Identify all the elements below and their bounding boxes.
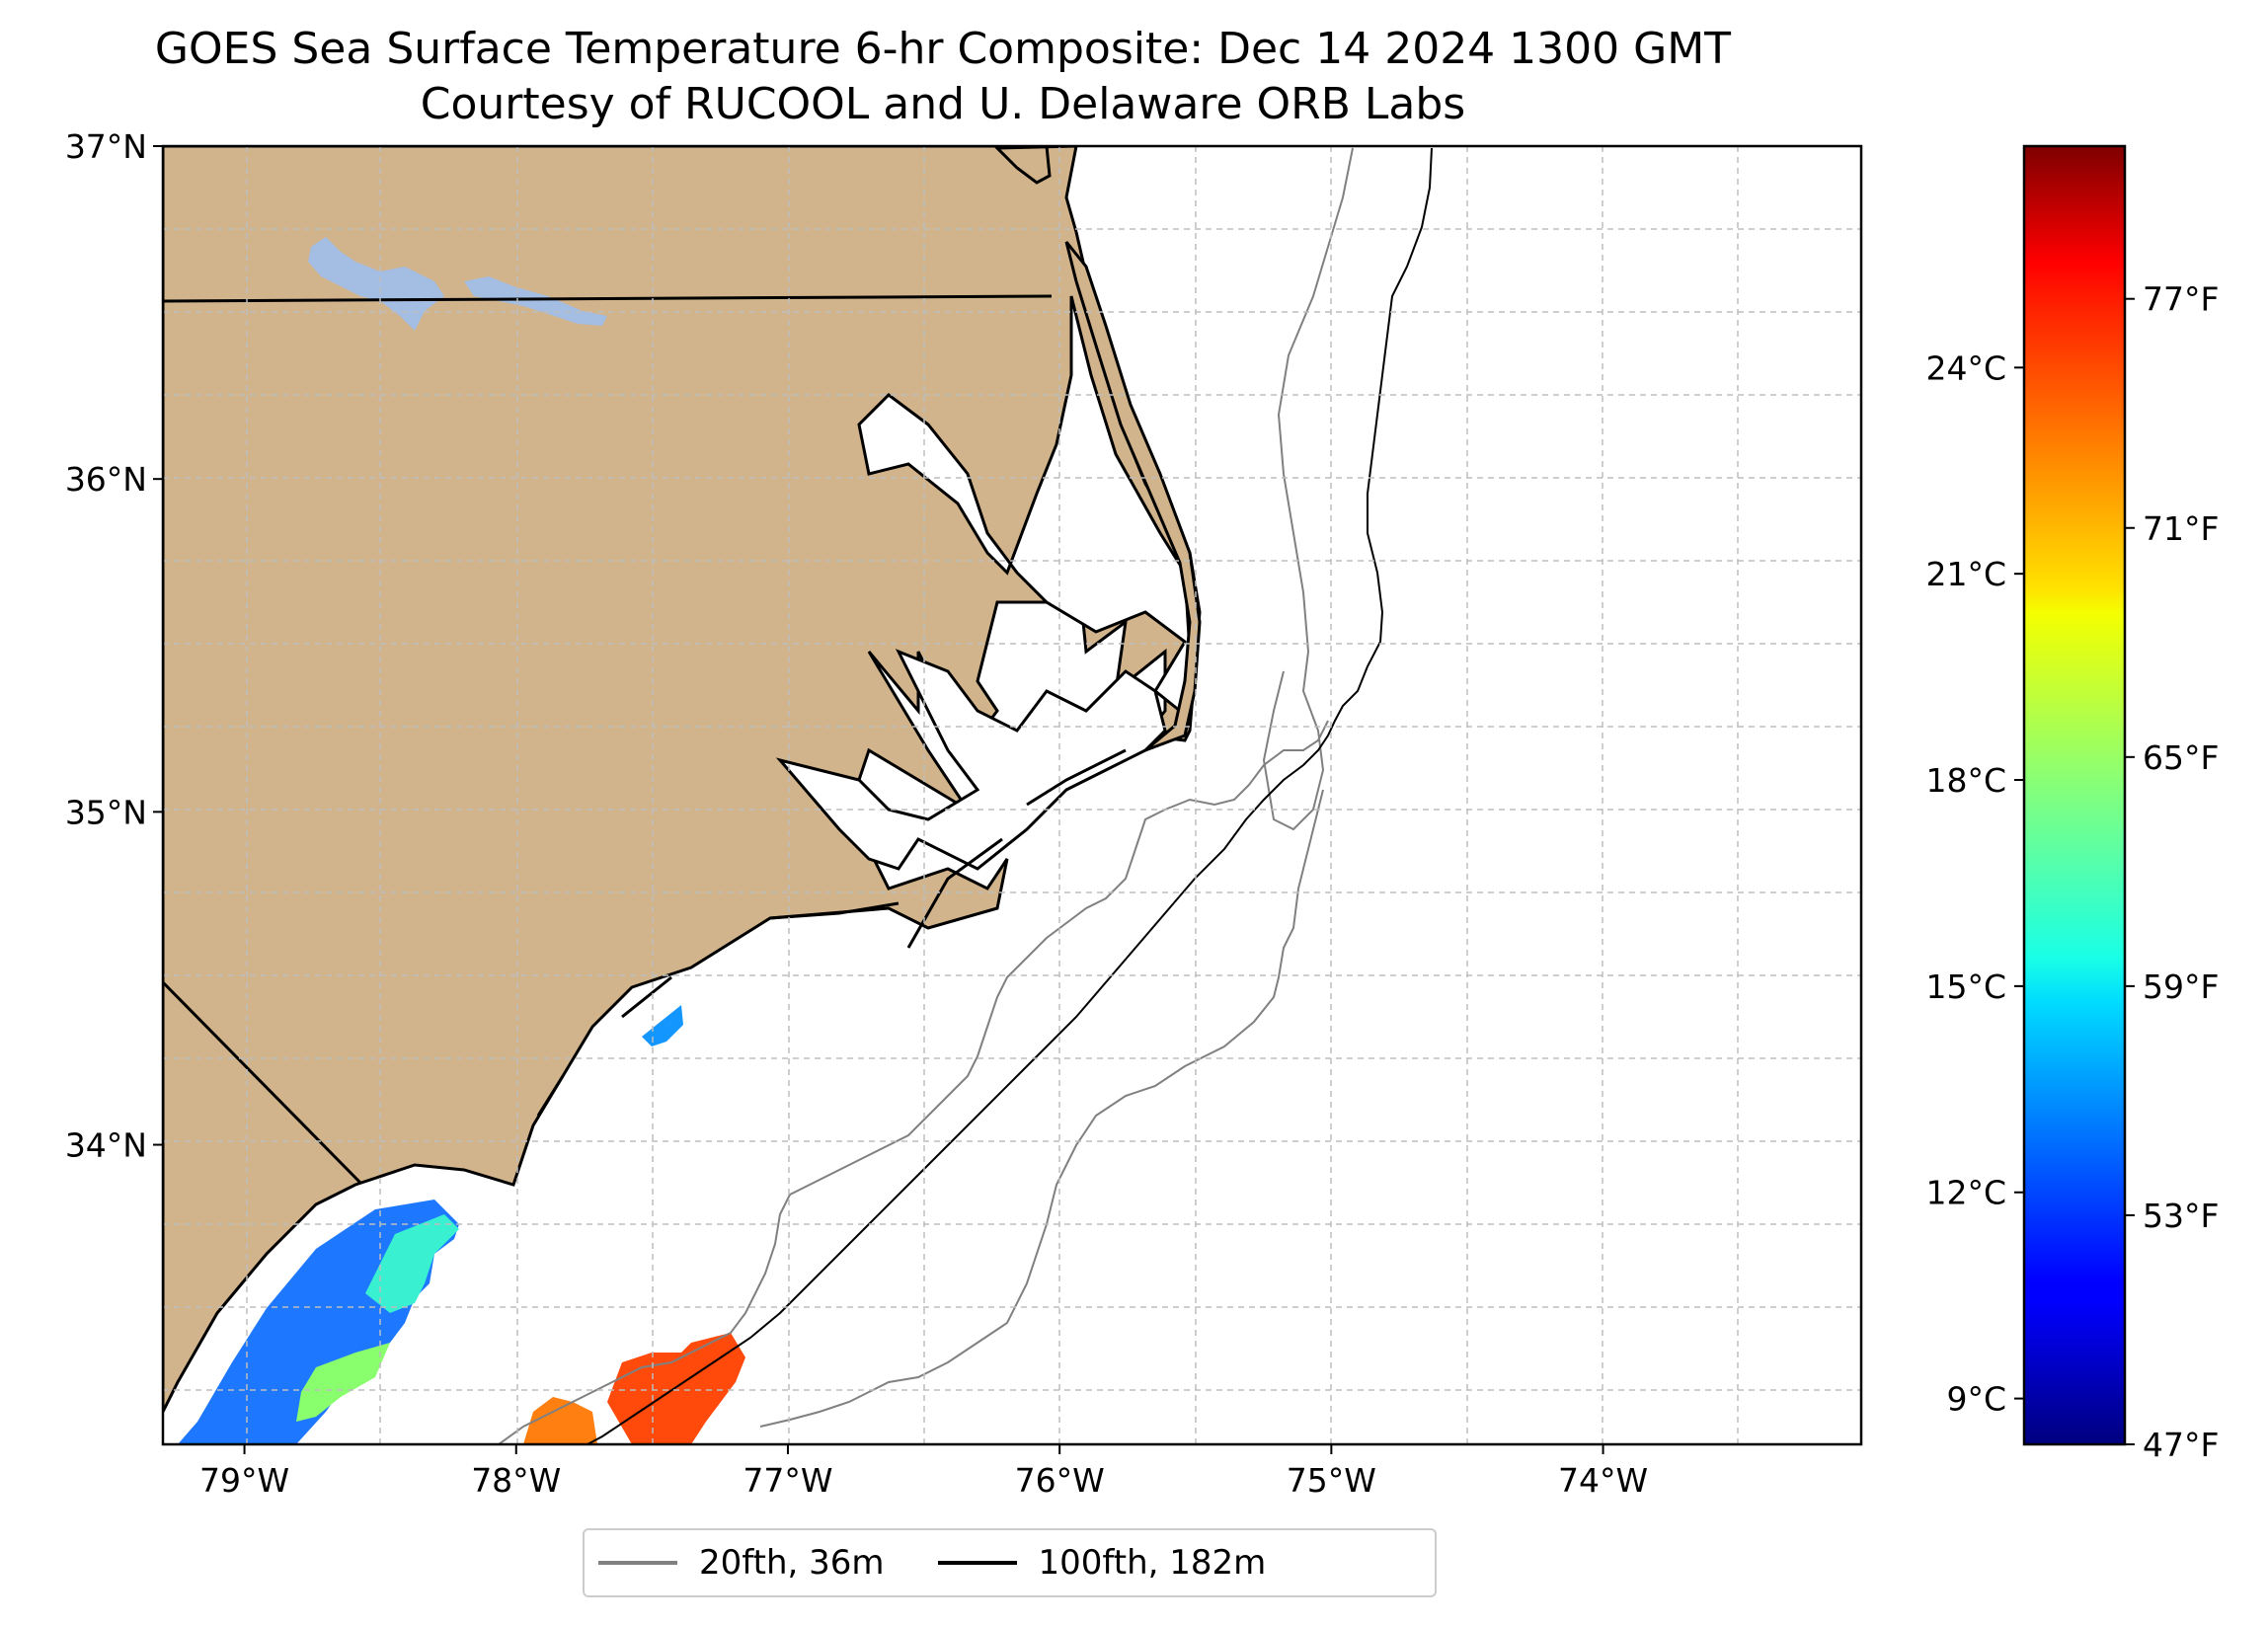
- sst-patch-cape-fear-warm: [365, 1214, 459, 1313]
- contour-100fth: [587, 147, 1433, 1444]
- kerr-lake: [308, 237, 444, 331]
- lon-tick-label: 74°W: [1558, 1461, 1648, 1500]
- legend-label-20fth: 20fth, 36m: [699, 1543, 885, 1583]
- lat-tick-label: 34°N: [65, 1126, 147, 1165]
- celsius-tick-label: 12°C: [1925, 1174, 2006, 1212]
- celsius-tick-label: 15°C: [1925, 968, 2006, 1006]
- legend-label-100fth: 100fth, 182m: [1038, 1543, 1267, 1583]
- title-line-1: GOES Sea Surface Temperature 6-hr Compos…: [154, 24, 1732, 74]
- outer-banks: [1064, 241, 1202, 752]
- chart-title: GOES Sea Surface Temperature 6-hr Compos…: [0, 22, 1886, 132]
- map-frame: [161, 144, 1863, 1446]
- gridlines: [163, 146, 1861, 1444]
- lon-tick-label: 75°W: [1287, 1461, 1376, 1500]
- legend-swatch-20fth: [598, 1561, 677, 1565]
- legend-item-100fth: 100fth, 182m: [937, 1543, 1267, 1583]
- title-line-2: Courtesy of RUCOOL and U. Delaware ORB L…: [420, 79, 1466, 129]
- legend-swatch-100fth: [937, 1561, 1017, 1565]
- fahrenheit-tick-label: 53°F: [2143, 1197, 2219, 1235]
- southern-barrier-islands: [536, 748, 1127, 1117]
- legend: 20fth, 36m 100fth, 182m: [583, 1528, 1437, 1597]
- sst-patch-onslow: [642, 1005, 683, 1046]
- lon-tick-label: 78°W: [471, 1461, 561, 1500]
- fahrenheit-tick-label: 65°F: [2143, 738, 2219, 777]
- latitude-axis: 37°N 36°N 35°N 34°N: [65, 127, 163, 1165]
- lat-tick-label: 35°N: [65, 793, 147, 831]
- colorbar: [2022, 144, 2127, 1446]
- sst-patch-cape-fear-green: [296, 1343, 390, 1422]
- lon-tick-label: 76°W: [1015, 1461, 1105, 1500]
- lat-tick-label: 37°N: [65, 127, 147, 166]
- lake-gaston: [464, 276, 607, 326]
- celsius-tick-label: 24°C: [1925, 348, 2006, 387]
- nc-va-border: [163, 294, 1053, 303]
- legend-item-20fth: 20fth, 36m: [598, 1543, 885, 1583]
- sst-patch-gulf-stream-orange: [523, 1397, 597, 1444]
- celsius-tick-label: 21°C: [1925, 555, 2006, 593]
- pamlico-sound: [775, 295, 1192, 871]
- celsius-tick-label: 18°C: [1925, 761, 2006, 800]
- longitude-axis: 79°W 78°W 77°W 76°W 75°W 74°W: [199, 1444, 1648, 1500]
- fahrenheit-tick-label: 59°F: [2143, 968, 2219, 1006]
- lat-tick-label: 36°N: [65, 460, 147, 499]
- nc-sc-border: [163, 980, 362, 1185]
- fahrenheit-tick-label: 47°F: [2143, 1426, 2219, 1464]
- lon-tick-label: 79°W: [199, 1461, 289, 1500]
- contour-20fth: [498, 147, 1354, 1444]
- sst-patch-gulf-stream: [607, 1333, 745, 1444]
- colorbar-celsius-axis: 9°C 12°C 15°C 18°C 21°C 24°C: [1925, 348, 2024, 1419]
- lon-tick-label: 77°W: [743, 1461, 832, 1500]
- fahrenheit-tick-label: 71°F: [2143, 509, 2219, 548]
- fahrenheit-tick-label: 77°F: [2143, 280, 2219, 319]
- colorbar-fahrenheit-axis: 47°F 53°F 59°F 65°F 71°F 77°F: [2125, 280, 2219, 1464]
- celsius-tick-label: 9°C: [1946, 1380, 2006, 1419]
- map-area: [163, 146, 1861, 1444]
